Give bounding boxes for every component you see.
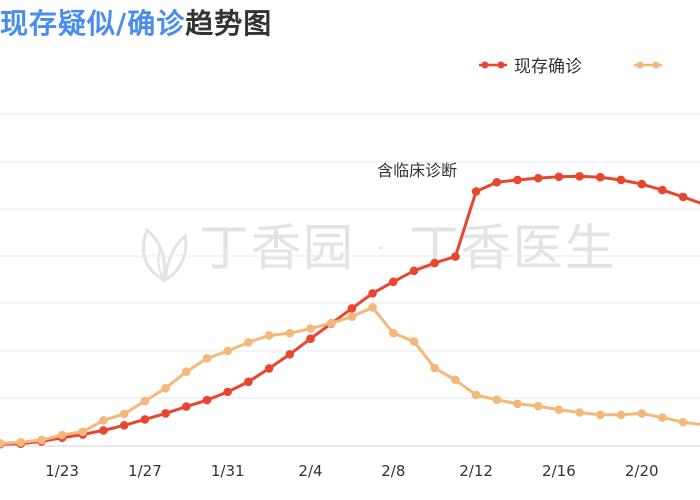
- data-point-suspected: [306, 324, 315, 333]
- data-point-confirmed: [306, 334, 315, 343]
- x-tick-label: 2/20: [625, 462, 659, 480]
- data-point-suspected: [326, 318, 336, 328]
- data-point-confirmed: [637, 179, 646, 189]
- data-point-suspected: [223, 346, 232, 356]
- data-point-confirmed: [471, 187, 481, 196]
- data-point-suspected: [99, 416, 108, 425]
- data-point-confirmed: [658, 185, 667, 195]
- data-point-confirmed: [202, 395, 212, 405]
- chart-title: 现存疑似/确诊趋势图: [0, 4, 272, 44]
- x-tick-label: 2/12: [459, 462, 493, 480]
- data-point-suspected: [389, 328, 398, 338]
- watermark-text: 丁香园 · 丁香医生: [199, 219, 617, 277]
- data-point-suspected: [368, 303, 377, 312]
- x-tick-label: 1/27: [128, 462, 162, 480]
- x-tick-label: 2/16: [542, 462, 576, 480]
- data-point-confirmed: [430, 258, 440, 268]
- data-point-confirmed: [368, 288, 377, 298]
- data-point-suspected: [37, 435, 46, 445]
- data-point-suspected: [616, 410, 626, 420]
- data-point-suspected: [140, 396, 150, 406]
- data-point-confirmed: [264, 364, 274, 373]
- data-point-suspected: [513, 399, 522, 409]
- x-tick-label: 1/23: [45, 462, 79, 480]
- chart-title-rest: 趋势图: [185, 7, 273, 40]
- data-point-suspected: [119, 409, 129, 419]
- data-point-confirmed: [285, 349, 295, 359]
- data-point-suspected: [244, 338, 253, 347]
- watermark: 丁香园 · 丁香医生: [135, 208, 617, 282]
- data-point-suspected: [202, 354, 212, 363]
- data-point-suspected: [285, 328, 295, 338]
- x-tick-label: 2/4: [298, 462, 322, 480]
- legend-label-confirmed: 现存确诊: [514, 57, 582, 77]
- chart-title-highlight: 现存疑似/确诊: [0, 7, 186, 40]
- legend-item-confirmed[interactable]: 现存确诊: [478, 52, 582, 77]
- data-point-confirmed: [389, 277, 398, 287]
- data-point-confirmed: [244, 377, 253, 387]
- annotation-label: 含临床诊断: [377, 161, 457, 180]
- data-point-suspected: [471, 390, 481, 400]
- data-point-confirmed: [678, 192, 688, 202]
- data-point-suspected: [492, 395, 502, 404]
- data-point-suspected: [16, 438, 26, 447]
- chart-legend: 现存确诊: [478, 52, 700, 77]
- data-point-confirmed: [161, 409, 170, 418]
- data-point-suspected: [161, 383, 170, 393]
- data-point-confirmed: [451, 252, 460, 261]
- data-point-confirmed: [182, 402, 191, 411]
- data-point-confirmed: [513, 175, 522, 185]
- data-point-confirmed: [575, 172, 584, 181]
- data-point-suspected: [264, 331, 274, 340]
- data-point-suspected: [596, 410, 605, 420]
- x-tick-label: 2/8: [381, 462, 405, 480]
- data-point-suspected: [57, 430, 67, 440]
- data-point-suspected: [78, 427, 88, 437]
- data-point-confirmed: [99, 426, 108, 435]
- x-tick-label: 1/31: [211, 462, 245, 480]
- data-point-confirmed: [409, 266, 419, 276]
- data-point-confirmed: [492, 177, 502, 187]
- data-point-suspected: [678, 417, 688, 427]
- data-point-confirmed: [347, 304, 357, 313]
- data-point-suspected: [533, 401, 543, 411]
- data-point-confirmed: [616, 175, 626, 185]
- data-point-suspected: [575, 408, 584, 417]
- data-point-confirmed: [140, 415, 150, 424]
- legend-item-suspected[interactable]: [633, 59, 669, 71]
- data-point-suspected: [554, 405, 564, 415]
- leaf-logo-icon: [142, 226, 188, 282]
- data-point-suspected: [658, 413, 667, 422]
- data-point-confirmed: [119, 421, 129, 430]
- data-point-suspected: [347, 312, 357, 321]
- data-point-suspected: [430, 363, 440, 373]
- data-point-suspected: [182, 367, 191, 376]
- data-point-suspected: [409, 337, 419, 346]
- data-point-confirmed: [596, 172, 605, 182]
- data-point-confirmed: [554, 172, 564, 182]
- data-point-suspected: [0, 438, 5, 448]
- data-point-suspected: [637, 409, 646, 418]
- data-point-suspected: [451, 375, 460, 385]
- legend-line-marker-icon: [479, 61, 507, 68]
- legend-line-marker-icon: [634, 61, 663, 68]
- data-point-confirmed: [223, 387, 232, 397]
- data-point-confirmed: [533, 173, 543, 183]
